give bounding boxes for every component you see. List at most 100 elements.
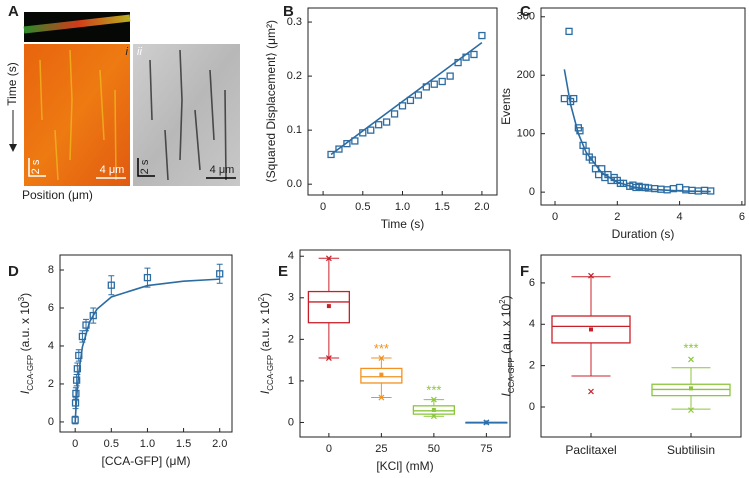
x-axis-label: Time (s) bbox=[381, 217, 425, 231]
y-axis-label: ICCA-GFP (a.u. x 102) bbox=[257, 293, 275, 394]
point bbox=[216, 270, 224, 278]
panel-label: B bbox=[283, 3, 294, 20]
point bbox=[73, 365, 81, 373]
y-tick-label: 100 bbox=[517, 128, 535, 140]
kymograph-label: ii bbox=[137, 46, 142, 58]
time-bar-label: 2 s bbox=[30, 159, 42, 174]
mean bbox=[326, 304, 331, 309]
x-tick-label: Paclitaxel bbox=[565, 443, 616, 457]
error-bar bbox=[83, 318, 90, 332]
y-axis-label-part: CCA-GFP bbox=[266, 355, 275, 391]
box bbox=[360, 367, 403, 384]
x-tick-label: 2.0 bbox=[474, 201, 489, 213]
point bbox=[675, 183, 684, 192]
x-tick-label: 2 bbox=[614, 211, 620, 223]
y-tick-label: 0 bbox=[288, 416, 294, 428]
y-axis-label-part: ) bbox=[18, 293, 32, 297]
panel-label: E bbox=[278, 263, 288, 280]
mean bbox=[589, 327, 593, 332]
y-axis-label-part: CCA-GFP bbox=[507, 357, 516, 393]
extreme bbox=[588, 388, 594, 395]
y-axis-label-part: 3 bbox=[17, 296, 26, 301]
y-tick-label: 6 bbox=[529, 277, 535, 289]
y-tick-label: 300 bbox=[517, 11, 535, 23]
plot-frame bbox=[540, 254, 742, 438]
plot-frame bbox=[299, 249, 511, 438]
x-tick-label: 50 bbox=[428, 443, 440, 455]
panel-label: C bbox=[520, 3, 531, 20]
y-axis-label-part: 2 bbox=[257, 296, 266, 301]
scale-bar-label: 4 μm bbox=[100, 164, 125, 176]
x-tick-label: 6 bbox=[739, 211, 745, 223]
kymograph-trace bbox=[149, 49, 227, 181]
chart: B 0.0 0.1 0.2 0.3 0 0.5 1.0 1.5 2.0 Time (s) ⟨Squar… bbox=[264, 3, 498, 231]
point bbox=[143, 273, 152, 282]
point bbox=[107, 281, 115, 289]
panel-label: D bbox=[8, 263, 19, 280]
y-tick-label: 4 bbox=[529, 318, 535, 330]
mean bbox=[379, 372, 384, 377]
time-bar-label: 2 s bbox=[139, 159, 151, 174]
y-tick-label: 0.0 bbox=[287, 178, 302, 190]
extreme bbox=[588, 272, 594, 279]
x-tick-label: 75 bbox=[480, 443, 492, 455]
point bbox=[398, 102, 407, 110]
fit-line bbox=[74, 278, 220, 422]
y-tick-label: 1 bbox=[288, 375, 294, 387]
x-tick-label: Subtilisin bbox=[667, 443, 715, 457]
point bbox=[565, 27, 573, 36]
extreme bbox=[430, 396, 437, 403]
plot-frame bbox=[59, 254, 233, 433]
point bbox=[367, 126, 375, 134]
box bbox=[307, 290, 350, 324]
box bbox=[412, 405, 455, 415]
point bbox=[570, 94, 578, 103]
point bbox=[382, 118, 391, 126]
y-tick-label: 0 bbox=[529, 186, 535, 198]
y-tick-label: 2 bbox=[529, 360, 535, 372]
fit-line bbox=[563, 69, 711, 193]
y-tick-label: 6 bbox=[48, 302, 54, 314]
y-axis-label: Time (s) bbox=[5, 62, 19, 106]
point bbox=[351, 137, 359, 145]
x-tick-label: 0 bbox=[72, 438, 78, 450]
y-tick-label: 4 bbox=[288, 250, 294, 262]
kymograph-trace bbox=[39, 49, 117, 181]
point bbox=[700, 186, 709, 195]
y-axis-label-part: CCA-GFP bbox=[26, 355, 35, 391]
x-tick-label: 0 bbox=[326, 443, 332, 455]
x-tick-label: 1.0 bbox=[140, 438, 155, 450]
x-tick-label: 1.5 bbox=[435, 201, 450, 213]
point bbox=[390, 110, 399, 118]
panel-label: F bbox=[520, 263, 529, 280]
y-tick-label: 0 bbox=[529, 401, 535, 413]
x-tick-label: 1.5 bbox=[176, 438, 191, 450]
point bbox=[470, 50, 478, 59]
x-tick-label: 1.0 bbox=[395, 201, 410, 213]
y-axis-label-part: I bbox=[258, 390, 272, 394]
point bbox=[438, 77, 446, 86]
y-tick-label: 0.3 bbox=[287, 16, 302, 28]
point bbox=[335, 145, 343, 153]
error-bar bbox=[108, 275, 115, 296]
extreme bbox=[325, 255, 332, 262]
x-axis-label: [CCA-GFP] (μM) bbox=[102, 454, 191, 468]
x-tick-label: 0 bbox=[320, 201, 326, 213]
chart: C 0 100 200 300 0 2 4 6 Duration (s) Events bbox=[499, 3, 746, 241]
y-axis-label-part: ) bbox=[258, 293, 272, 297]
y-axis-label-part: (a.u. x 10 bbox=[18, 301, 32, 355]
point bbox=[446, 72, 454, 80]
point bbox=[588, 156, 597, 164]
error-bar bbox=[144, 267, 151, 288]
point bbox=[406, 96, 415, 105]
y-axis-label: ICCA-GFP (a.u. x 102) bbox=[498, 295, 516, 396]
extreme bbox=[325, 355, 332, 361]
y-axis-label-part: (a.u. x 10 bbox=[499, 304, 513, 358]
fit-line bbox=[330, 41, 483, 156]
mean bbox=[431, 407, 436, 412]
point bbox=[478, 31, 486, 40]
point bbox=[560, 94, 569, 103]
y-axis-label-part: I bbox=[18, 390, 32, 394]
y-tick-label: 8 bbox=[48, 264, 54, 276]
